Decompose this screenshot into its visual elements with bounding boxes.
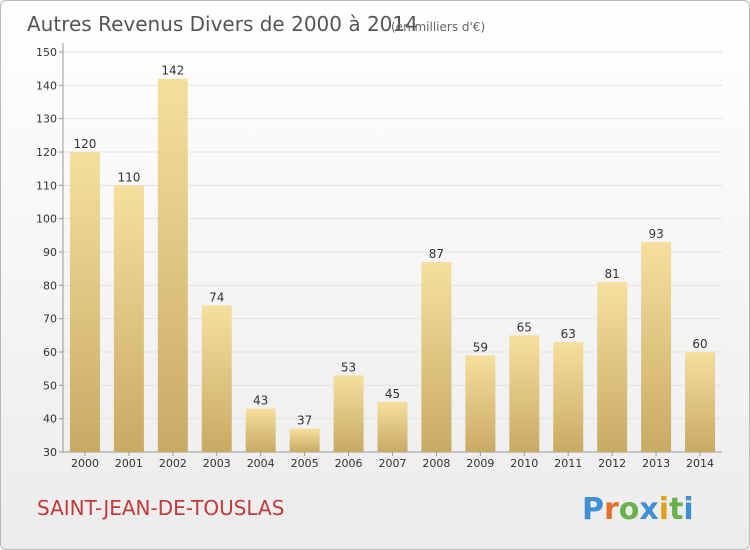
value-label-2010: 65 <box>517 320 532 334</box>
y-tick-label: 100 <box>36 213 57 226</box>
y-tick-label: 140 <box>36 79 57 92</box>
bar-2002 <box>157 78 188 453</box>
x-tick-label-2005: 2005 <box>291 457 319 470</box>
value-label-2004: 43 <box>253 394 268 408</box>
bar-2000 <box>69 152 100 452</box>
bar-2010 <box>509 335 540 452</box>
x-tick-label-2000: 2000 <box>71 457 99 470</box>
bar-2005 <box>289 428 320 452</box>
bar-2008 <box>421 262 452 452</box>
y-tick-label: 80 <box>43 279 57 292</box>
y-tick-label: 120 <box>36 146 57 159</box>
value-label-2002: 142 <box>161 64 184 78</box>
logo-letter: i <box>683 492 693 527</box>
y-tick-label: 50 <box>43 379 57 392</box>
logo-letter: o <box>619 492 640 527</box>
value-label-2003: 74 <box>209 290 224 304</box>
bar-2003 <box>201 305 232 452</box>
x-tick-label-2003: 2003 <box>203 457 231 470</box>
y-tick-label: 150 <box>36 46 57 59</box>
y-tick-label: 60 <box>43 346 57 359</box>
chart-unit-subtitle: (en milliers d'€) <box>391 20 485 34</box>
x-tick-label-2012: 2012 <box>598 457 626 470</box>
proxiti-logo: Proxiti <box>582 492 694 527</box>
x-tick-label-2001: 2001 <box>115 457 143 470</box>
x-tick-label-2014: 2014 <box>686 457 714 470</box>
value-label-2007: 45 <box>385 387 400 401</box>
logo-letter: P <box>582 492 604 527</box>
x-tick-label-2002: 2002 <box>159 457 187 470</box>
value-label-2012: 81 <box>605 267 620 281</box>
bar-2011 <box>553 342 584 452</box>
logo-letter: t <box>669 492 683 527</box>
x-tick-label-2006: 2006 <box>335 457 363 470</box>
x-tick-label-2013: 2013 <box>642 457 670 470</box>
svg-text:Proxiti: Proxiti <box>582 492 694 527</box>
x-tick-label-2008: 2008 <box>422 457 450 470</box>
y-tick-label: 110 <box>36 179 57 192</box>
value-label-2006: 53 <box>341 360 356 374</box>
y-tick-label: 30 <box>43 446 57 459</box>
bar-2013 <box>641 242 672 452</box>
value-label-2014: 60 <box>692 337 707 351</box>
value-label-2008: 87 <box>429 247 444 261</box>
bar-2007 <box>377 402 408 452</box>
logo-letter: x <box>639 492 658 527</box>
y-tick-label: 90 <box>43 246 57 259</box>
value-label-2009: 59 <box>473 340 488 354</box>
logo-letter: i <box>659 492 669 527</box>
x-tick-label-2004: 2004 <box>247 457 275 470</box>
bar-2009 <box>465 355 496 452</box>
chart-title: Autres Revenus Divers de 2000 à 2014 <box>27 12 418 36</box>
x-tick-label-2010: 2010 <box>510 457 538 470</box>
value-label-2005: 37 <box>297 414 312 428</box>
bars: 120 110 142 74 43 37 53 45 87 59 65 63 81 93 60 <box>69 64 716 453</box>
x-tick-label-2007: 2007 <box>379 457 407 470</box>
value-label-2011: 63 <box>561 327 576 341</box>
commune-name: SAINT-JEAN-DE-TOUSLAS <box>37 496 284 520</box>
bar-2001 <box>113 185 144 453</box>
value-label-2001: 110 <box>117 170 140 184</box>
logo-letter: r <box>604 492 619 527</box>
y-tick-label: 70 <box>43 313 57 326</box>
bar-2006 <box>333 375 364 452</box>
value-label-2013: 93 <box>648 227 663 241</box>
y-tick-labels: 30 40 50 60 70 80 90 100 110 120 130 140 150 <box>36 46 63 459</box>
bar-2012 <box>597 282 628 452</box>
bar-2004 <box>245 408 276 452</box>
x-tick-label-2011: 2011 <box>554 457 582 470</box>
y-tick-label: 40 <box>43 413 57 426</box>
y-tick-label: 130 <box>36 113 57 126</box>
x-tick-label-2009: 2009 <box>466 457 494 470</box>
x-tick-labels: 2000 2001 2002 2003 2004 2005 2006 2007 2008 2009… <box>71 452 714 470</box>
value-label-2000: 120 <box>74 137 97 151</box>
bar-2014 <box>685 352 716 452</box>
